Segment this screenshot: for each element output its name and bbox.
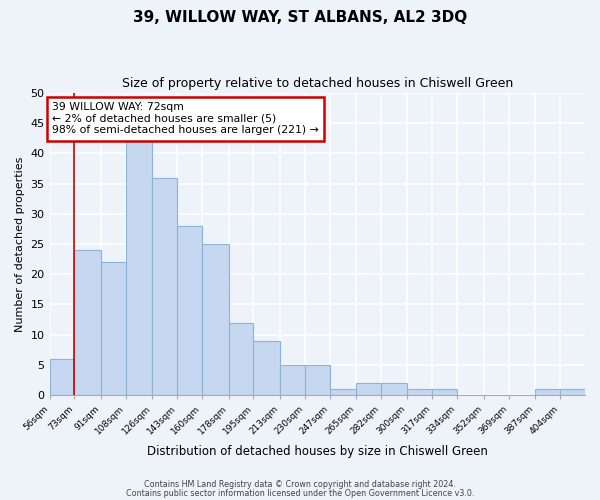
Y-axis label: Number of detached properties: Number of detached properties — [15, 156, 25, 332]
Bar — [126, 142, 152, 395]
Bar — [74, 250, 101, 395]
Bar — [50, 359, 74, 395]
Bar — [202, 244, 229, 395]
Bar — [407, 389, 433, 395]
Title: Size of property relative to detached houses in Chiswell Green: Size of property relative to detached ho… — [122, 78, 513, 90]
Bar — [305, 365, 330, 395]
Bar — [280, 365, 305, 395]
X-axis label: Distribution of detached houses by size in Chiswell Green: Distribution of detached houses by size … — [147, 444, 488, 458]
Bar — [177, 226, 202, 395]
Bar — [381, 383, 407, 395]
Bar — [535, 389, 560, 395]
Bar — [330, 389, 356, 395]
Text: Contains HM Land Registry data © Crown copyright and database right 2024.: Contains HM Land Registry data © Crown c… — [144, 480, 456, 489]
Bar — [433, 389, 457, 395]
Bar — [560, 389, 585, 395]
Text: 39 WILLOW WAY: 72sqm
← 2% of detached houses are smaller (5)
98% of semi-detache: 39 WILLOW WAY: 72sqm ← 2% of detached ho… — [52, 102, 319, 136]
Bar — [356, 383, 381, 395]
Bar — [229, 322, 253, 395]
Bar — [253, 340, 280, 395]
Text: Contains public sector information licensed under the Open Government Licence v3: Contains public sector information licen… — [126, 488, 474, 498]
Bar — [101, 262, 126, 395]
Bar — [152, 178, 177, 395]
Text: 39, WILLOW WAY, ST ALBANS, AL2 3DQ: 39, WILLOW WAY, ST ALBANS, AL2 3DQ — [133, 10, 467, 25]
